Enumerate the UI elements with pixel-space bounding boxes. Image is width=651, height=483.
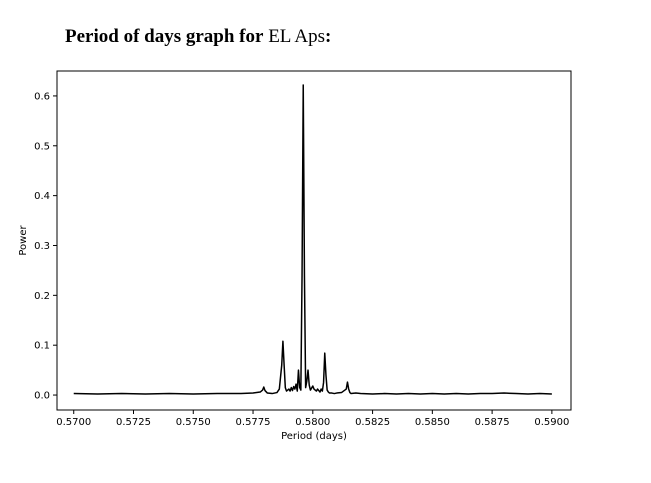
y-tick-label: 0.5 xyxy=(34,141,50,152)
x-tick-label: 0.5825 xyxy=(355,417,390,428)
x-tick-label: 0.5775 xyxy=(236,417,271,428)
x-tick-label: 0.5850 xyxy=(415,417,450,428)
y-tick-label: 0.6 xyxy=(34,91,50,102)
x-tick-label: 0.5700 xyxy=(56,417,91,428)
page-heading: Period of days graph for EL Aps: xyxy=(65,26,331,48)
x-tick-label: 0.5900 xyxy=(534,417,569,428)
y-tick-label: 0.3 xyxy=(34,241,50,252)
heading-prefix: Period of days graph for xyxy=(65,26,264,47)
x-tick-label: 0.5800 xyxy=(295,417,330,428)
x-tick-label: 0.5750 xyxy=(176,417,211,428)
y-axis-label: Power xyxy=(18,224,29,255)
heading-suffix: : xyxy=(325,26,332,47)
x-tick-label: 0.5725 xyxy=(116,417,151,428)
y-tick-label: 0.0 xyxy=(34,391,50,402)
series-line-0 xyxy=(73,84,552,395)
x-tick-label: 0.5875 xyxy=(475,417,510,428)
plot-layer xyxy=(73,84,552,395)
x-axis-label: Period (days) xyxy=(281,431,347,442)
y-tick-label: 0.1 xyxy=(34,341,50,352)
y-tick-label: 0.4 xyxy=(34,191,50,202)
plot-frame xyxy=(56,70,572,411)
x-axis: 0.5700 0.5725 0.5750 0.5775 0.5800 0.5825 0.58… xyxy=(56,410,569,428)
heading-star-name: EL Aps xyxy=(268,26,326,47)
y-axis: 0.0 0.1 0.2 0.3 0.4 0.5 0.6 xyxy=(34,91,57,402)
y-tick-label: 0.2 xyxy=(34,291,50,302)
